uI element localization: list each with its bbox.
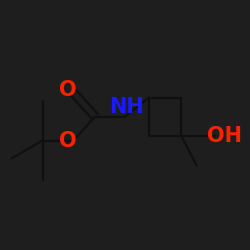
Text: NH: NH xyxy=(109,97,144,117)
Text: OH: OH xyxy=(207,126,242,146)
Text: O: O xyxy=(59,130,76,150)
Text: O: O xyxy=(59,80,76,100)
